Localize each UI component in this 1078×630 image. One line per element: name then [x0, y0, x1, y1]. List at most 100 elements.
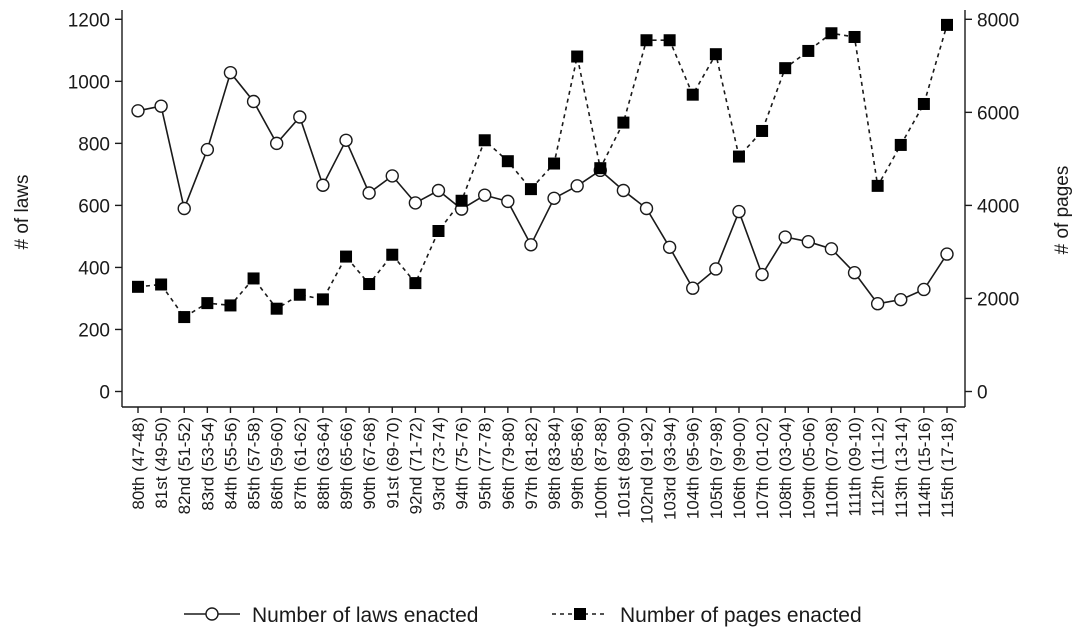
pages-point [270, 302, 283, 315]
laws-point [316, 178, 330, 192]
pages-point [640, 34, 653, 47]
laws-point [847, 266, 862, 280]
x-tick-label: 92nd (71-72) [406, 417, 425, 514]
laws-point [408, 196, 423, 210]
x-tick-label: 93rd (73-74) [429, 417, 448, 511]
pages-point [524, 183, 537, 196]
laws-point [269, 136, 284, 151]
laws-series-line [137, 71, 948, 305]
laws-point [385, 169, 399, 183]
laws-point [431, 183, 446, 198]
x-tick-label: 83rd (53-54) [198, 417, 217, 511]
x-tick-label: 107th (01-02) [753, 417, 772, 519]
laws-point [223, 65, 238, 80]
pages-point [941, 18, 953, 31]
y-tick-label: 600 [78, 196, 110, 217]
pages-point [848, 30, 861, 43]
laws-point [501, 194, 515, 209]
legend-laws-marker [205, 607, 219, 621]
x-tick-label: 99th (85-86) [568, 417, 587, 510]
y2-tick-label: 0 [977, 383, 988, 404]
pages-point [363, 278, 376, 291]
laws-point [524, 238, 538, 252]
pages-point [917, 97, 930, 110]
x-tick-label: 80th (47-48) [129, 417, 148, 510]
pages-point [709, 48, 722, 61]
pages-point [663, 34, 676, 47]
x-tick-label: 111th (09-10) [846, 417, 865, 517]
y2-tick-label: 6000 [977, 103, 1019, 124]
plot-area [121, 10, 966, 408]
pages-point [871, 179, 884, 192]
x-tick-label: 108th (03-04) [776, 417, 795, 519]
x-tick-label: 96th (79-80) [499, 417, 518, 510]
x-tick-label: 89th (65-66) [337, 417, 356, 510]
laws-point [778, 230, 792, 244]
pages-point [155, 278, 168, 291]
pages-point [548, 157, 561, 170]
laws-point [824, 242, 839, 256]
laws-point [246, 94, 261, 109]
y-tick-label: 1200 [68, 10, 110, 31]
laws-point [755, 267, 769, 282]
y-tick-label: 400 [78, 258, 110, 279]
legend-laws-label: Number of laws enacted [252, 604, 478, 627]
y-tick-label: 800 [78, 134, 110, 155]
pages-point [732, 150, 745, 163]
pages-point [478, 134, 491, 147]
pages-point [224, 299, 237, 312]
right-axis-ticks: 0 2000 4000 6000 8000 [965, 10, 1019, 404]
x-tick-label: 104th (95-96) [684, 417, 703, 519]
x-tick-label: 105th (97-98) [707, 417, 726, 519]
laws-point [616, 183, 631, 198]
laws-point [639, 201, 654, 216]
x-tick-label: 109th (05-06) [799, 417, 818, 519]
x-tick-label: 112th (11-12) [869, 417, 888, 517]
pages-point [316, 293, 329, 306]
pages-point [455, 194, 468, 207]
x-tick-label: 115th (17-18) [938, 417, 957, 518]
laws-point [709, 262, 723, 276]
laws-point [293, 110, 307, 124]
y2-axis-title: # of pages [1052, 166, 1073, 255]
x-tick-label: 106th (99-00) [730, 417, 749, 519]
pages-point [756, 124, 769, 137]
x-tick-label: 113th (13-14) [892, 417, 911, 518]
x-tick-label: 103rd (93-94) [661, 417, 680, 520]
pages-point [894, 138, 907, 151]
pages-point [802, 44, 815, 57]
y-tick-label: 200 [78, 320, 110, 341]
x-tick-label: 101st (89-90) [614, 417, 633, 518]
laws-point [154, 99, 168, 113]
x-tick-label: 84th (55-56) [221, 417, 240, 510]
pages-point [340, 250, 353, 263]
pages-point [132, 280, 144, 293]
x-tick-label: 95th (77-78) [476, 417, 495, 510]
laws-point [570, 179, 584, 193]
pages-point [617, 116, 630, 129]
pages-point [501, 155, 514, 168]
laws-point [801, 234, 816, 249]
left-axis-ticks: 0 200 400 600 800 1000 1200 [68, 10, 122, 403]
laws-point [200, 142, 215, 157]
laws-point [917, 282, 931, 297]
laws-point [547, 191, 561, 205]
x-tick-label: 114th (15-16) [915, 417, 934, 518]
y-axis-title: # of laws [12, 175, 33, 250]
y2-tick-label: 2000 [977, 289, 1019, 310]
pages-point [779, 62, 792, 75]
pages-point [293, 288, 306, 301]
x-tick-label: 85th (57-58) [245, 417, 264, 510]
x-tick-label: 98th (83-84) [545, 417, 564, 510]
y-tick-label: 0 [99, 382, 110, 403]
pages-point [386, 248, 399, 261]
laws-point [339, 133, 353, 147]
laws-point [478, 188, 492, 202]
x-tick-label: 88th (63-64) [314, 417, 333, 510]
legend-pages-marker [574, 608, 586, 620]
pages-point [247, 272, 260, 285]
pages-point [432, 224, 445, 237]
pages-point [594, 162, 607, 175]
x-tick-label: 94th (75-76) [453, 417, 472, 510]
laws-point [686, 281, 700, 295]
